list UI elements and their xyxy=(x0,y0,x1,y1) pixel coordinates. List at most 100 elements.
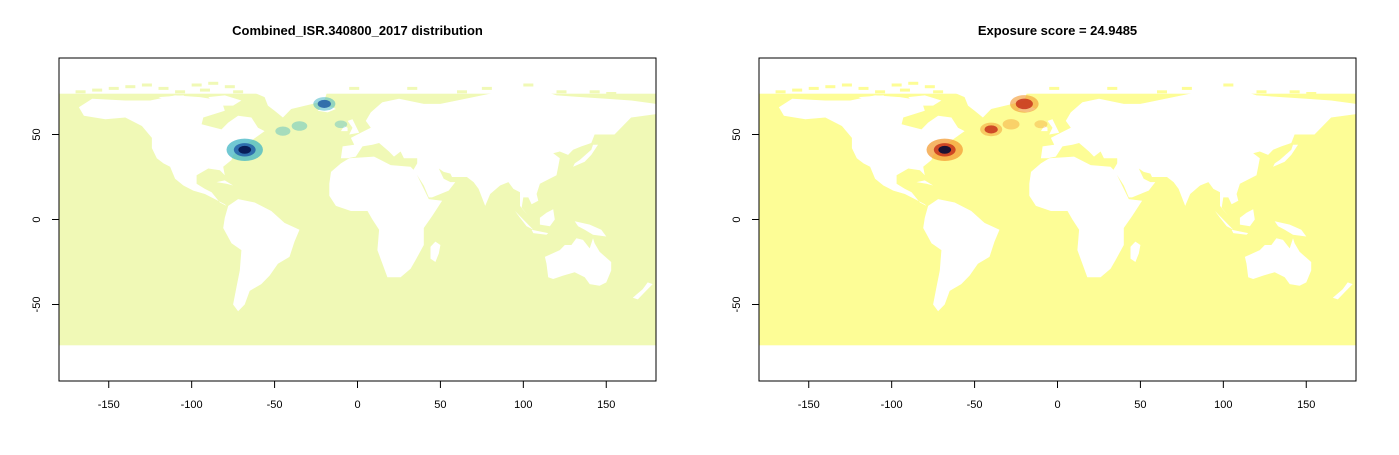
arctic-cell xyxy=(457,90,467,94)
hotspot xyxy=(984,125,998,134)
axes: -150 -100 -50 0 50 100 150 -50 0 50 xyxy=(31,128,615,411)
x-tick-label: -100 xyxy=(881,399,903,411)
land-mask xyxy=(1040,126,1048,132)
land-mask xyxy=(539,209,555,227)
arctic-cell xyxy=(858,86,869,90)
hotspot xyxy=(317,99,331,108)
land-mask xyxy=(1244,238,1312,286)
land-layer xyxy=(778,78,1356,312)
land-mask xyxy=(1074,83,1103,89)
arctic-cell xyxy=(108,86,119,90)
land-mask xyxy=(632,282,653,300)
arctic-cell xyxy=(1306,92,1317,95)
arctic-cell xyxy=(1223,83,1234,87)
arctic-cell xyxy=(208,81,219,85)
x-tick-label: -50 xyxy=(967,399,983,411)
land-mask xyxy=(374,83,403,89)
land-mask xyxy=(158,95,192,104)
land-layer xyxy=(78,78,656,312)
land-mask xyxy=(78,95,265,206)
land-mask xyxy=(908,95,942,106)
arctic-cell xyxy=(1107,86,1118,90)
arctic-cell xyxy=(1256,90,1267,94)
arctic-cell xyxy=(775,90,786,94)
map-panel-right: Exposure score = 24.9485 -150 -100 -50 0 50 1… xyxy=(731,23,1357,411)
hotspot xyxy=(1015,98,1033,110)
land-mask xyxy=(340,86,656,217)
arctic-cell xyxy=(899,88,910,92)
land-mask xyxy=(1332,282,1353,300)
hotspot xyxy=(1002,119,1020,130)
arctic-cell xyxy=(175,90,186,94)
land-mask xyxy=(1273,144,1298,167)
arctic-cell xyxy=(141,83,152,87)
land-mask xyxy=(1130,241,1141,262)
arctic-cell xyxy=(792,88,803,92)
land-mask xyxy=(1047,119,1060,135)
arctic-cell xyxy=(808,86,819,90)
land-mask xyxy=(223,199,300,312)
x-tick-label: 0 xyxy=(354,399,360,411)
hotspot xyxy=(938,145,952,154)
hotspot xyxy=(1034,120,1048,129)
hotspot xyxy=(275,126,291,136)
x-tick-label: 100 xyxy=(514,399,532,411)
chart-title: Combined_ISR.340800_2017 distribution xyxy=(232,23,483,38)
arctic-cell xyxy=(191,83,202,87)
y-tick-label: 0 xyxy=(731,216,743,222)
x-tick-label: 100 xyxy=(1214,399,1232,411)
land-mask xyxy=(340,126,348,132)
land-mask xyxy=(531,229,549,235)
arctic-cell xyxy=(158,86,169,90)
land-mask xyxy=(858,95,892,104)
chart-title: Exposure score = 24.9485 xyxy=(978,23,1137,38)
arctic-cell xyxy=(125,85,136,89)
arctic-cell xyxy=(908,81,919,85)
arctic-cell xyxy=(1181,86,1192,90)
arctic-cell xyxy=(481,86,492,90)
land-mask xyxy=(936,78,1028,118)
land-mask xyxy=(573,144,598,167)
land-mask xyxy=(435,81,466,86)
arctic-cell xyxy=(933,90,944,94)
hotspot xyxy=(291,121,308,131)
x-tick-label: 150 xyxy=(1297,399,1315,411)
land-mask xyxy=(430,241,441,262)
hotspot-layer xyxy=(926,95,1048,161)
arctic-cell xyxy=(589,90,600,94)
land-mask xyxy=(916,180,934,186)
land-mask xyxy=(216,180,234,186)
arctic-cell xyxy=(233,90,244,94)
land-mask xyxy=(544,238,612,286)
x-tick-label: -150 xyxy=(98,399,120,411)
hotspot-layer xyxy=(226,97,348,161)
x-tick-label: 0 xyxy=(1054,399,1060,411)
land-mask xyxy=(778,95,965,206)
arctic-cell xyxy=(407,86,418,90)
land-mask xyxy=(1274,221,1307,237)
map-panel-left: Combined_ISR.340800_2017 distribution -1… xyxy=(31,23,657,411)
y-tick-label: 0 xyxy=(31,216,43,222)
land-mask xyxy=(1029,156,1143,278)
arctic-cell xyxy=(841,83,852,87)
hotspot xyxy=(334,120,348,129)
arctic-cell xyxy=(1289,90,1300,94)
arctic-cell xyxy=(1049,86,1060,90)
arctic-cell xyxy=(556,90,567,94)
land-mask xyxy=(236,78,328,118)
arctic-cell xyxy=(92,88,103,92)
land-mask xyxy=(208,95,242,106)
land-mask xyxy=(1231,229,1249,235)
arctic-cell xyxy=(75,90,86,94)
arctic-cell xyxy=(875,90,886,94)
x-tick-label: -50 xyxy=(267,399,283,411)
arctic-cell xyxy=(199,88,210,92)
arctic-cell xyxy=(891,83,902,87)
land-mask xyxy=(574,221,607,237)
y-tick-label: 50 xyxy=(731,128,743,140)
hotspot xyxy=(238,145,252,154)
land-mask xyxy=(329,156,443,278)
land-mask xyxy=(1239,209,1255,227)
y-tick-label: 50 xyxy=(31,128,43,140)
